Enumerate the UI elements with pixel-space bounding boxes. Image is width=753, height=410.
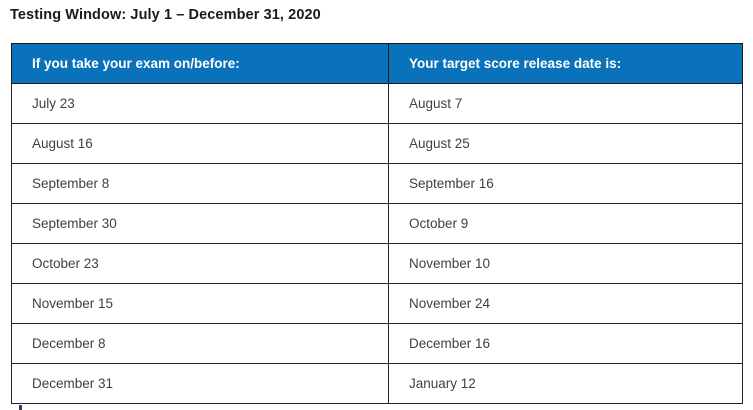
table-row: October 23 November 10 xyxy=(11,243,743,284)
table-row: December 8 December 16 xyxy=(11,323,743,364)
cell-release-date: October 9 xyxy=(388,203,743,244)
header-exam-date: If you take your exam on/before: xyxy=(11,43,389,84)
cell-exam-date: September 8 xyxy=(11,163,389,204)
page-title: Testing Window: July 1 – December 31, 20… xyxy=(10,7,321,23)
header-release-date: Your target score release date is: xyxy=(388,43,743,84)
cell-exam-date: November 15 xyxy=(11,283,389,324)
cell-release-date: November 10 xyxy=(388,243,743,284)
table-row: September 30 October 9 xyxy=(11,203,743,244)
table-row: November 15 November 24 xyxy=(11,283,743,324)
cell-exam-date: October 23 xyxy=(11,243,389,284)
table-row: September 8 September 16 xyxy=(11,163,743,204)
cell-exam-date: December 31 xyxy=(11,363,389,404)
cell-release-date: August 25 xyxy=(388,123,743,164)
cell-release-date: January 12 xyxy=(388,363,743,404)
cell-release-date: December 16 xyxy=(388,323,743,364)
cell-exam-date: September 30 xyxy=(11,203,389,244)
cell-release-date: August 7 xyxy=(388,83,743,124)
cell-exam-date: July 23 xyxy=(11,83,389,124)
table-row: August 16 August 25 xyxy=(11,123,743,164)
cut-off-text-fragment xyxy=(19,405,22,410)
cell-release-date: November 24 xyxy=(388,283,743,324)
table-row: July 23 August 7 xyxy=(11,83,743,124)
table-row: December 31 January 12 xyxy=(11,363,743,404)
score-release-table: If you take your exam on/before: Your ta… xyxy=(11,43,743,404)
cell-exam-date: August 16 xyxy=(11,123,389,164)
cell-exam-date: December 8 xyxy=(11,323,389,364)
table-header-row: If you take your exam on/before: Your ta… xyxy=(11,43,743,84)
cell-release-date: September 16 xyxy=(388,163,743,204)
